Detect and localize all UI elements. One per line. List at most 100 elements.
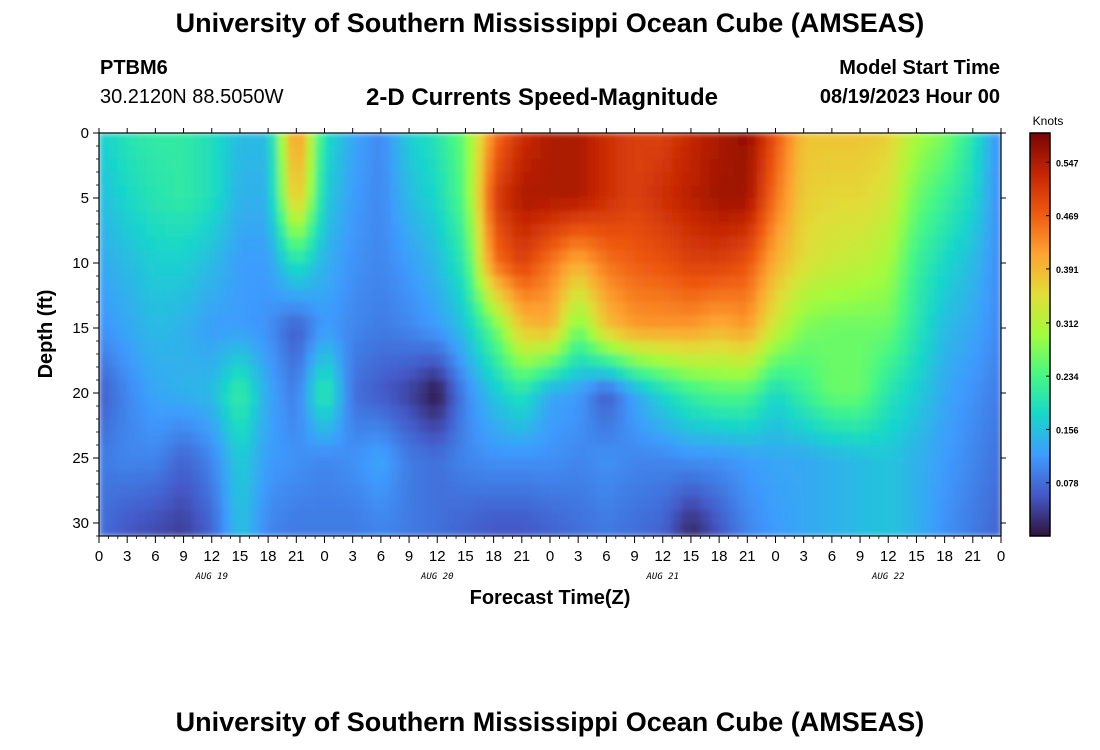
heatmap-cell [305, 497, 316, 511]
heatmap-cell [653, 289, 664, 303]
heatmap-cell [916, 263, 927, 277]
heatmap-cell [512, 380, 523, 394]
heatmap-cell [108, 341, 119, 355]
heatmap-cell [399, 289, 410, 303]
heatmap-cell [418, 367, 429, 381]
heatmap-cell [784, 276, 795, 290]
heatmap-cell [221, 328, 232, 342]
heatmap-cell [315, 471, 326, 485]
heatmap-cell [136, 419, 147, 433]
heatmap-cell [803, 146, 814, 160]
heatmap-cell [145, 341, 156, 355]
heatmap-cell [700, 211, 711, 225]
heatmap-cell [737, 458, 748, 472]
x-tick-label: 6 [602, 548, 610, 565]
heatmap-cell [380, 419, 391, 433]
heatmap-cell [211, 289, 222, 303]
heatmap-cell [625, 185, 636, 199]
heatmap-cell [211, 484, 222, 498]
heatmap-cell [991, 172, 1001, 186]
heatmap-cell [634, 172, 645, 186]
heatmap-cell [474, 237, 485, 251]
heatmap-cell [390, 250, 401, 264]
heatmap-cell [221, 393, 232, 407]
heatmap-cell [925, 445, 936, 459]
heatmap-cell [643, 510, 654, 524]
heatmap-cell [380, 224, 391, 238]
heatmap-cell [700, 380, 711, 394]
heatmap-cell [99, 354, 109, 368]
heatmap-cell [944, 341, 955, 355]
heatmap-cell [456, 367, 467, 381]
heatmap-cell [897, 263, 908, 277]
heatmap-cell [418, 250, 429, 264]
heatmap-cell [606, 432, 617, 446]
heatmap-cell [258, 393, 269, 407]
heatmap-cell [296, 432, 307, 446]
heatmap-cell [869, 354, 880, 368]
heatmap-cell [192, 445, 203, 459]
heatmap-cell [456, 315, 467, 329]
heatmap-cell [333, 289, 344, 303]
heatmap-cell [531, 445, 542, 459]
heatmap-cell [831, 510, 842, 524]
heatmap-cell [972, 471, 983, 485]
heatmap-cell [963, 237, 974, 251]
heatmap-cell [521, 510, 532, 524]
heatmap-cell [897, 380, 908, 394]
heatmap-cell [559, 328, 570, 342]
heatmap-cell [202, 224, 213, 238]
heatmap-cell [869, 484, 880, 498]
heatmap-cell [127, 263, 138, 277]
heatmap-cell [249, 276, 260, 290]
heatmap-cell [202, 484, 213, 498]
heatmap-cell [813, 315, 824, 329]
heatmap-cell [268, 523, 279, 536]
heatmap-cell [362, 224, 373, 238]
heatmap-cell [982, 393, 993, 407]
heatmap-cell [343, 159, 354, 173]
heatmap-cell [380, 328, 391, 342]
heatmap-cell [822, 198, 833, 212]
heatmap-cell [456, 523, 467, 536]
heatmap-cell [249, 406, 260, 420]
heatmap-cell [521, 354, 532, 368]
heatmap-cell [907, 406, 918, 420]
heatmap-cell [155, 159, 166, 173]
heatmap-cell [268, 302, 279, 316]
heatmap-cell [728, 289, 739, 303]
heatmap-cell [728, 406, 739, 420]
x-tick-label: 12 [880, 548, 897, 565]
heatmap-cell [230, 237, 241, 251]
heatmap-cell [183, 211, 194, 225]
heatmap-cell [784, 328, 795, 342]
heatmap-cell [286, 224, 297, 238]
heatmap-cell [380, 354, 391, 368]
x-tick-label: 3 [574, 548, 582, 565]
heatmap-cell [813, 510, 824, 524]
heatmap-cell [550, 341, 560, 355]
heatmap-cell [615, 237, 626, 251]
heatmap-cell [587, 471, 598, 485]
x-tick-label: 0 [95, 548, 103, 565]
heatmap-cell [559, 484, 570, 498]
heatmap-cell [380, 497, 391, 511]
heatmap-cell [916, 380, 927, 394]
heatmap-cell [192, 172, 203, 186]
heatmap-cell [540, 159, 551, 173]
x-tick-label: 12 [429, 548, 446, 565]
heatmap-cell [352, 341, 363, 355]
heatmap-cell [935, 328, 946, 342]
heatmap-cell [944, 211, 955, 225]
heatmap-cell [183, 432, 194, 446]
heatmap-cell [643, 445, 654, 459]
heatmap-cell [982, 497, 993, 511]
heatmap-cell [145, 484, 156, 498]
heatmap-cell [841, 419, 852, 433]
heatmap-cell [596, 445, 607, 459]
heatmap-cell [399, 354, 410, 368]
heatmap-cell [418, 328, 429, 342]
heatmap-cell [239, 471, 250, 485]
heatmap-cell [258, 432, 269, 446]
heatmap-cell [925, 159, 936, 173]
